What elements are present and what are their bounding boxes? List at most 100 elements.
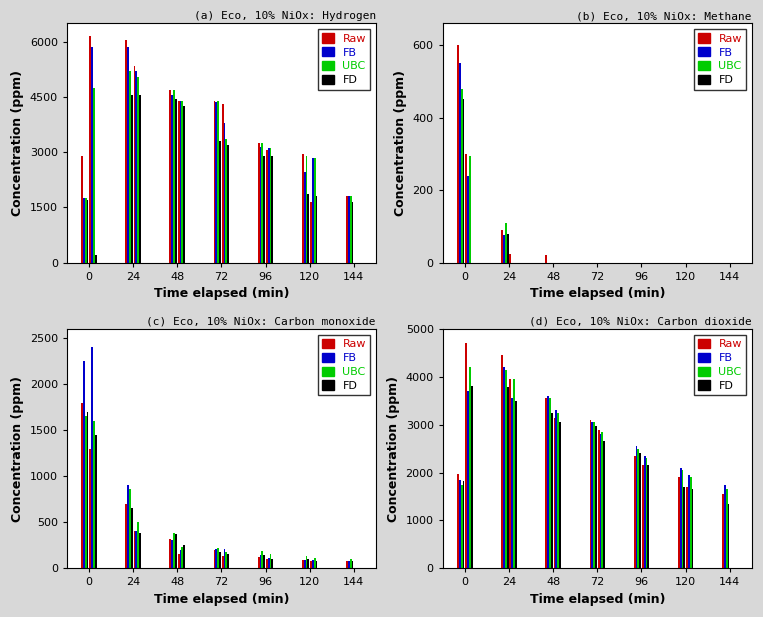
Bar — [639, 453, 641, 568]
X-axis label: Time elapsed (min): Time elapsed (min) — [153, 593, 289, 606]
Legend: Raw, FB, UBC, FD: Raw, FB, UBC, FD — [318, 29, 370, 89]
Bar — [259, 147, 262, 263]
Bar — [547, 396, 549, 568]
Bar — [178, 553, 179, 568]
Bar — [262, 551, 263, 568]
Bar — [593, 422, 595, 568]
Bar — [513, 379, 515, 568]
Bar — [503, 236, 505, 263]
Bar — [87, 412, 89, 568]
Bar — [125, 504, 127, 568]
Text: (d) Eco, 10% NiOx: Carbon dioxide: (d) Eco, 10% NiOx: Carbon dioxide — [529, 317, 752, 327]
Legend: Raw, FB, UBC, FD: Raw, FB, UBC, FD — [318, 334, 370, 395]
Text: (c) Eco, 10% NiOx: Carbon monoxide: (c) Eco, 10% NiOx: Carbon monoxide — [146, 317, 376, 327]
Bar — [139, 533, 141, 568]
Bar — [688, 475, 690, 568]
Bar — [178, 101, 179, 263]
Bar — [268, 149, 269, 263]
Bar — [137, 77, 139, 263]
Bar — [179, 550, 182, 568]
Bar — [678, 478, 680, 568]
Bar — [214, 101, 215, 263]
Bar — [645, 458, 648, 568]
Bar — [346, 196, 348, 263]
Bar — [95, 255, 97, 263]
Bar — [348, 196, 349, 263]
Bar — [183, 106, 185, 263]
Bar — [175, 99, 177, 263]
Bar — [272, 559, 273, 568]
Bar — [352, 202, 353, 263]
Bar — [346, 561, 348, 568]
Bar — [304, 560, 306, 568]
Bar — [135, 531, 137, 568]
Bar — [648, 465, 649, 568]
Bar — [172, 95, 173, 263]
Bar — [135, 71, 137, 263]
Bar — [226, 139, 227, 263]
Bar — [307, 559, 309, 568]
Legend: Raw, FB, UBC, FD: Raw, FB, UBC, FD — [694, 334, 746, 395]
Bar — [636, 446, 637, 568]
Bar — [684, 487, 685, 568]
Y-axis label: Concentration (ppm): Concentration (ppm) — [11, 376, 24, 521]
Bar — [268, 558, 269, 568]
Bar — [546, 399, 547, 568]
Bar — [81, 156, 83, 263]
Bar — [601, 432, 604, 568]
Bar — [312, 560, 314, 568]
Bar — [557, 413, 559, 568]
Bar — [169, 89, 172, 263]
Bar — [169, 539, 172, 568]
Bar — [511, 399, 513, 568]
Bar — [262, 143, 263, 263]
Bar — [312, 158, 314, 263]
Bar — [172, 540, 173, 568]
Bar — [554, 418, 555, 568]
Bar — [728, 503, 729, 568]
Bar — [219, 141, 221, 263]
Bar — [227, 145, 229, 263]
Bar — [215, 549, 217, 568]
Bar — [465, 154, 467, 263]
Bar — [510, 254, 511, 263]
Bar — [179, 101, 182, 263]
Bar — [258, 557, 259, 568]
Bar — [175, 534, 177, 568]
Bar — [182, 547, 183, 568]
Bar — [130, 95, 133, 263]
Bar — [93, 421, 95, 568]
Bar — [590, 420, 591, 568]
Bar — [316, 196, 317, 263]
Bar — [505, 223, 507, 263]
Bar — [95, 435, 97, 568]
Bar — [81, 403, 83, 568]
Bar — [459, 63, 461, 263]
Legend: Raw, FB, UBC, FD: Raw, FB, UBC, FD — [694, 29, 746, 89]
Bar — [352, 561, 353, 568]
Bar — [226, 552, 227, 568]
Bar — [348, 561, 349, 568]
Bar — [307, 194, 309, 263]
Bar — [726, 489, 728, 568]
Bar — [137, 522, 139, 568]
Bar — [680, 468, 681, 568]
Bar — [87, 200, 89, 263]
Bar — [501, 355, 503, 568]
Bar — [604, 442, 605, 568]
Bar — [591, 422, 593, 568]
Bar — [306, 557, 307, 568]
Bar — [311, 202, 312, 263]
Bar — [92, 48, 93, 263]
Bar — [306, 156, 307, 263]
Bar — [724, 484, 726, 568]
Bar — [127, 486, 129, 568]
Bar — [595, 426, 597, 568]
Bar — [507, 234, 509, 263]
Y-axis label: Concentration (ppm): Concentration (ppm) — [11, 70, 24, 216]
Bar — [269, 149, 272, 263]
X-axis label: Time elapsed (min): Time elapsed (min) — [153, 287, 289, 300]
Bar — [686, 487, 688, 568]
Bar — [93, 88, 95, 263]
Bar — [471, 386, 472, 568]
